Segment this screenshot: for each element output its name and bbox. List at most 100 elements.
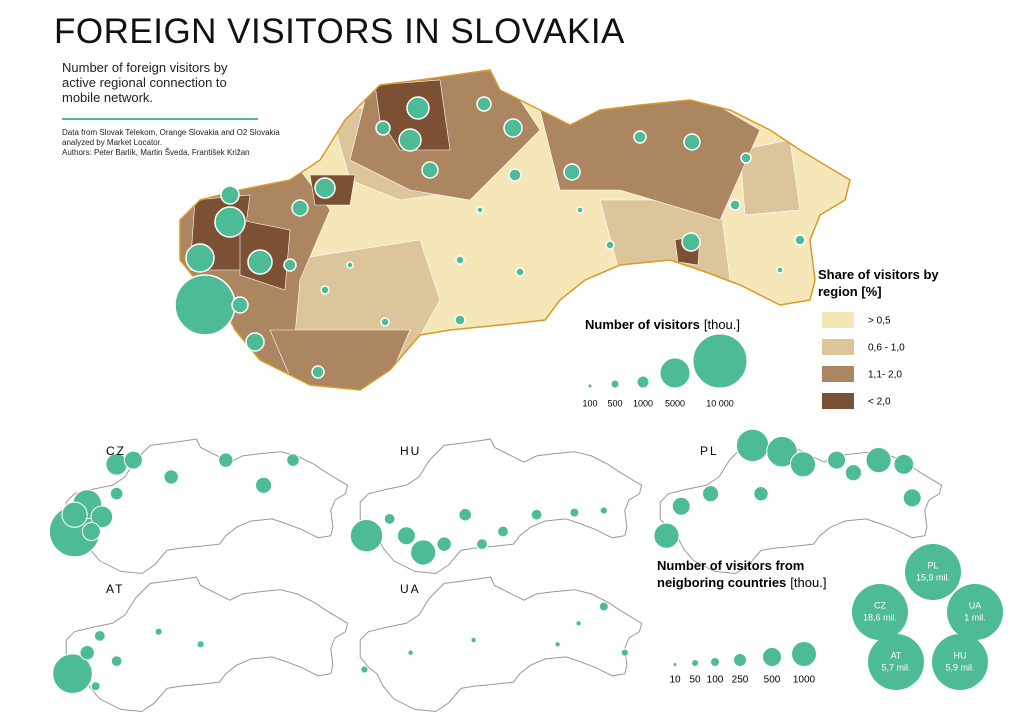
small-map-bubble (123, 450, 143, 470)
country-total-label: 15,9 mil. (916, 572, 950, 582)
small-map-bubble (109, 486, 124, 501)
visitor-bubble (421, 161, 439, 179)
small-map-bubble (599, 506, 608, 515)
small-map-bubble (410, 539, 437, 566)
divider (62, 118, 258, 120)
main-map (180, 70, 850, 390)
share-legend-title-line: Share of visitors by (818, 267, 939, 282)
small-map-outline (65, 438, 349, 575)
small-map-outline (359, 576, 643, 713)
visitor-bubble (503, 118, 523, 138)
small-map-bubble (349, 519, 384, 553)
visitor-bubble (683, 133, 701, 151)
visitor-bubble (314, 177, 336, 199)
small-map-bubble (497, 525, 509, 538)
small-map-bubble (383, 513, 396, 525)
country-total-bubble (852, 584, 908, 640)
small-map-bubble (196, 640, 205, 649)
country-total-bubble (947, 584, 1003, 640)
small-map-bubble (396, 526, 416, 546)
size-legend-bubble (659, 357, 691, 389)
visitor-bubble (375, 120, 391, 136)
small-map-bubble (110, 655, 123, 667)
small-map-bubble (476, 538, 488, 550)
share-legend-label: < 2,0 (868, 397, 891, 408)
share-legend-label: 0,6 - 1,0 (868, 343, 905, 354)
small-map-bubble (554, 641, 561, 648)
small-map-bubble (598, 601, 609, 612)
small-map-label: HU (400, 444, 421, 458)
visitor-bubble (320, 285, 330, 295)
source-line: Authors: Peter Barlík, Martin Šveda, Fra… (62, 148, 250, 157)
visitor-bubble (214, 206, 246, 238)
size-legend-bubble (636, 375, 650, 389)
country-total-name: HU (954, 650, 967, 660)
small-map-label: CZ (106, 444, 126, 458)
neighbor-legend-bubble (673, 663, 677, 666)
visitor-bubble (231, 296, 249, 314)
visitor-bubble (185, 243, 215, 273)
visitor-bubble (681, 232, 701, 252)
small-map-bubble (407, 649, 414, 656)
visitor-bubble (454, 314, 466, 326)
visitor-bubble (174, 274, 236, 336)
visitor-bubble (291, 199, 309, 217)
region (269, 329, 411, 390)
neighbor-legend-label: 250 (732, 675, 749, 686)
small-map-bubble (163, 469, 179, 485)
neighbor-legend-bubble (763, 648, 781, 666)
share-legend-title: Share of visitors by region [%] (818, 267, 939, 299)
size-legend-label: 1000 (633, 398, 653, 408)
small-map-bubble (90, 681, 101, 692)
small-map-outline (659, 438, 943, 575)
visitor-bubble (406, 96, 430, 120)
small-map-bubble (286, 453, 300, 467)
visitor-bubble (729, 199, 741, 211)
visitor-bubble (794, 234, 806, 246)
visitor-bubble (740, 152, 752, 164)
share-legend-label: > 0,5 (868, 316, 891, 327)
neighbor-legend-bubble (734, 654, 746, 666)
small-map-bubble (458, 507, 473, 522)
small-map-label: PL (700, 444, 719, 458)
neighbor-legend-bubble (711, 658, 719, 666)
country-outline (179, 69, 851, 391)
visitor-bubble (476, 96, 492, 112)
size-legend-title-text: Number of visitors (585, 317, 700, 332)
small-map-bubble (79, 645, 95, 661)
country-total-bubble (905, 544, 961, 600)
size-legend-label: 500 (607, 398, 622, 408)
size-legend-bubble (587, 383, 593, 389)
visitor-bubble (311, 365, 325, 379)
source: Data from Slovak Telekom, Orange Slovaki… (62, 128, 312, 158)
small-map-bubble (470, 636, 477, 644)
visitor-bubble (220, 185, 240, 205)
small-map-label: AT (106, 582, 124, 596)
visitor-bubble (398, 128, 422, 152)
small-map-bubble (90, 505, 114, 529)
small-map-outline (65, 576, 349, 713)
visitor-bubble (776, 266, 784, 274)
share-swatch (822, 366, 854, 382)
size-legend-bubble (610, 379, 620, 389)
small-map-bubble (61, 501, 88, 528)
source-line: Data from Slovak Telekom, Orange Slovaki… (62, 128, 280, 147)
visitor-bubble (245, 332, 265, 352)
size-legend-label: 10 000 (706, 398, 734, 408)
small-map-bubble (436, 536, 452, 552)
neighbor-legend-title: Number of visitors from neigboring countr… (657, 558, 826, 590)
small-map-bubble (93, 630, 106, 642)
small-map-bubble (735, 428, 770, 463)
neighbor-legend-label: 10 (669, 675, 681, 686)
small-map-bubble (789, 451, 817, 478)
size-legend-bubble (692, 333, 748, 389)
small-map-bubble (766, 435, 798, 468)
small-map-bubble (702, 485, 720, 503)
visitor-bubble (633, 130, 647, 144)
small-map-bubble (865, 447, 892, 474)
small-map-bubble (844, 464, 863, 482)
neighbor-legend-title-line: neigboring countries (657, 575, 786, 590)
visitor-bubble (247, 249, 273, 275)
small-map-outline (359, 438, 643, 575)
